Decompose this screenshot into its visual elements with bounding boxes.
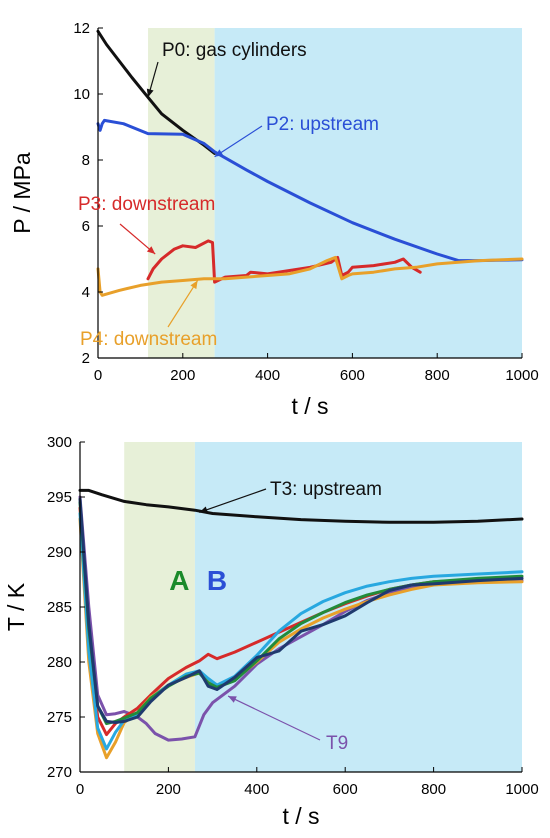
y-tick-label: 270 xyxy=(47,764,72,781)
x-tick-label: 0 xyxy=(94,367,102,384)
y-tick-label: 6 xyxy=(82,218,90,235)
series-line-p4 xyxy=(96,255,524,297)
annotation-arrowhead xyxy=(190,280,198,290)
x-axis-label: t / s xyxy=(282,803,319,829)
x-tick-label: 800 xyxy=(421,781,446,798)
annotation-arrowhead xyxy=(228,696,237,703)
series-line-p3 xyxy=(146,239,422,284)
x-tick-label: 400 xyxy=(244,781,269,798)
x-tick-label: 0 xyxy=(76,781,84,798)
series-line-p2 xyxy=(96,118,524,263)
region-label: B xyxy=(207,565,227,596)
x-tick-label: 800 xyxy=(425,367,450,384)
temperature-chart: A B 0 200 400 600 800 1000 270 275 280 285 290 295 300… xyxy=(3,434,539,829)
y-tick-label: 12 xyxy=(73,20,90,37)
x-tick-label: 1000 xyxy=(505,367,538,384)
series-line-5 xyxy=(78,512,524,751)
annotation-arrowhead xyxy=(146,246,156,255)
x-tick-label: 400 xyxy=(255,367,280,384)
shaded-region-1 xyxy=(124,442,195,772)
x-axis-label: t / s xyxy=(291,393,328,419)
y-tick-label: 10 xyxy=(73,86,90,103)
annotation-arrow xyxy=(167,280,199,328)
annotation-label: T3: upstream xyxy=(270,479,382,500)
x-tick-label: 600 xyxy=(340,367,365,384)
annotation-arrowhead xyxy=(146,88,154,98)
shaded-region-1 xyxy=(148,28,215,358)
y-tick-label: 290 xyxy=(47,544,72,561)
y-tick-label: 8 xyxy=(82,152,90,169)
y-axis-label: P / MPa xyxy=(9,152,35,234)
y-tick-label: 300 xyxy=(47,434,72,451)
y-tick-label: 280 xyxy=(47,654,72,671)
region-label: A xyxy=(169,565,189,596)
x-tick-label: 200 xyxy=(156,781,181,798)
x-tick-label: 600 xyxy=(333,781,358,798)
series-line-7 xyxy=(78,497,524,724)
annotation-arrow xyxy=(199,488,267,513)
annotation-label: P0: gas cylinders xyxy=(162,40,307,61)
annotation-arrowhead xyxy=(199,506,209,514)
annotation-arrow xyxy=(227,695,321,741)
y-tick-label: 4 xyxy=(82,284,90,301)
annotation-label: P4: downstream xyxy=(80,329,217,350)
y-tick-label: 275 xyxy=(47,709,72,726)
y-tick-label: 285 xyxy=(47,599,72,616)
annotation-label: P3: downstream xyxy=(78,194,215,215)
x-tick-label: 200 xyxy=(170,367,195,384)
annotation-label: P2: upstream xyxy=(266,114,379,135)
annotation-arrowhead xyxy=(214,149,224,157)
pressure-chart: 0 200 400 600 800 1000 2 4 6 8 10 12 t / s P / MPa P0:… xyxy=(9,20,539,419)
y-tick-label: 2 xyxy=(82,350,90,367)
annotation-arrow xyxy=(214,125,263,158)
series-line-t3 xyxy=(78,488,524,524)
x-tick-label: 1000 xyxy=(505,781,538,798)
y-tick-label: 295 xyxy=(47,489,72,506)
y-axis-label: T / K xyxy=(3,582,29,631)
shaded-region-2 xyxy=(214,28,522,358)
annotation-label: T9 xyxy=(326,733,348,754)
